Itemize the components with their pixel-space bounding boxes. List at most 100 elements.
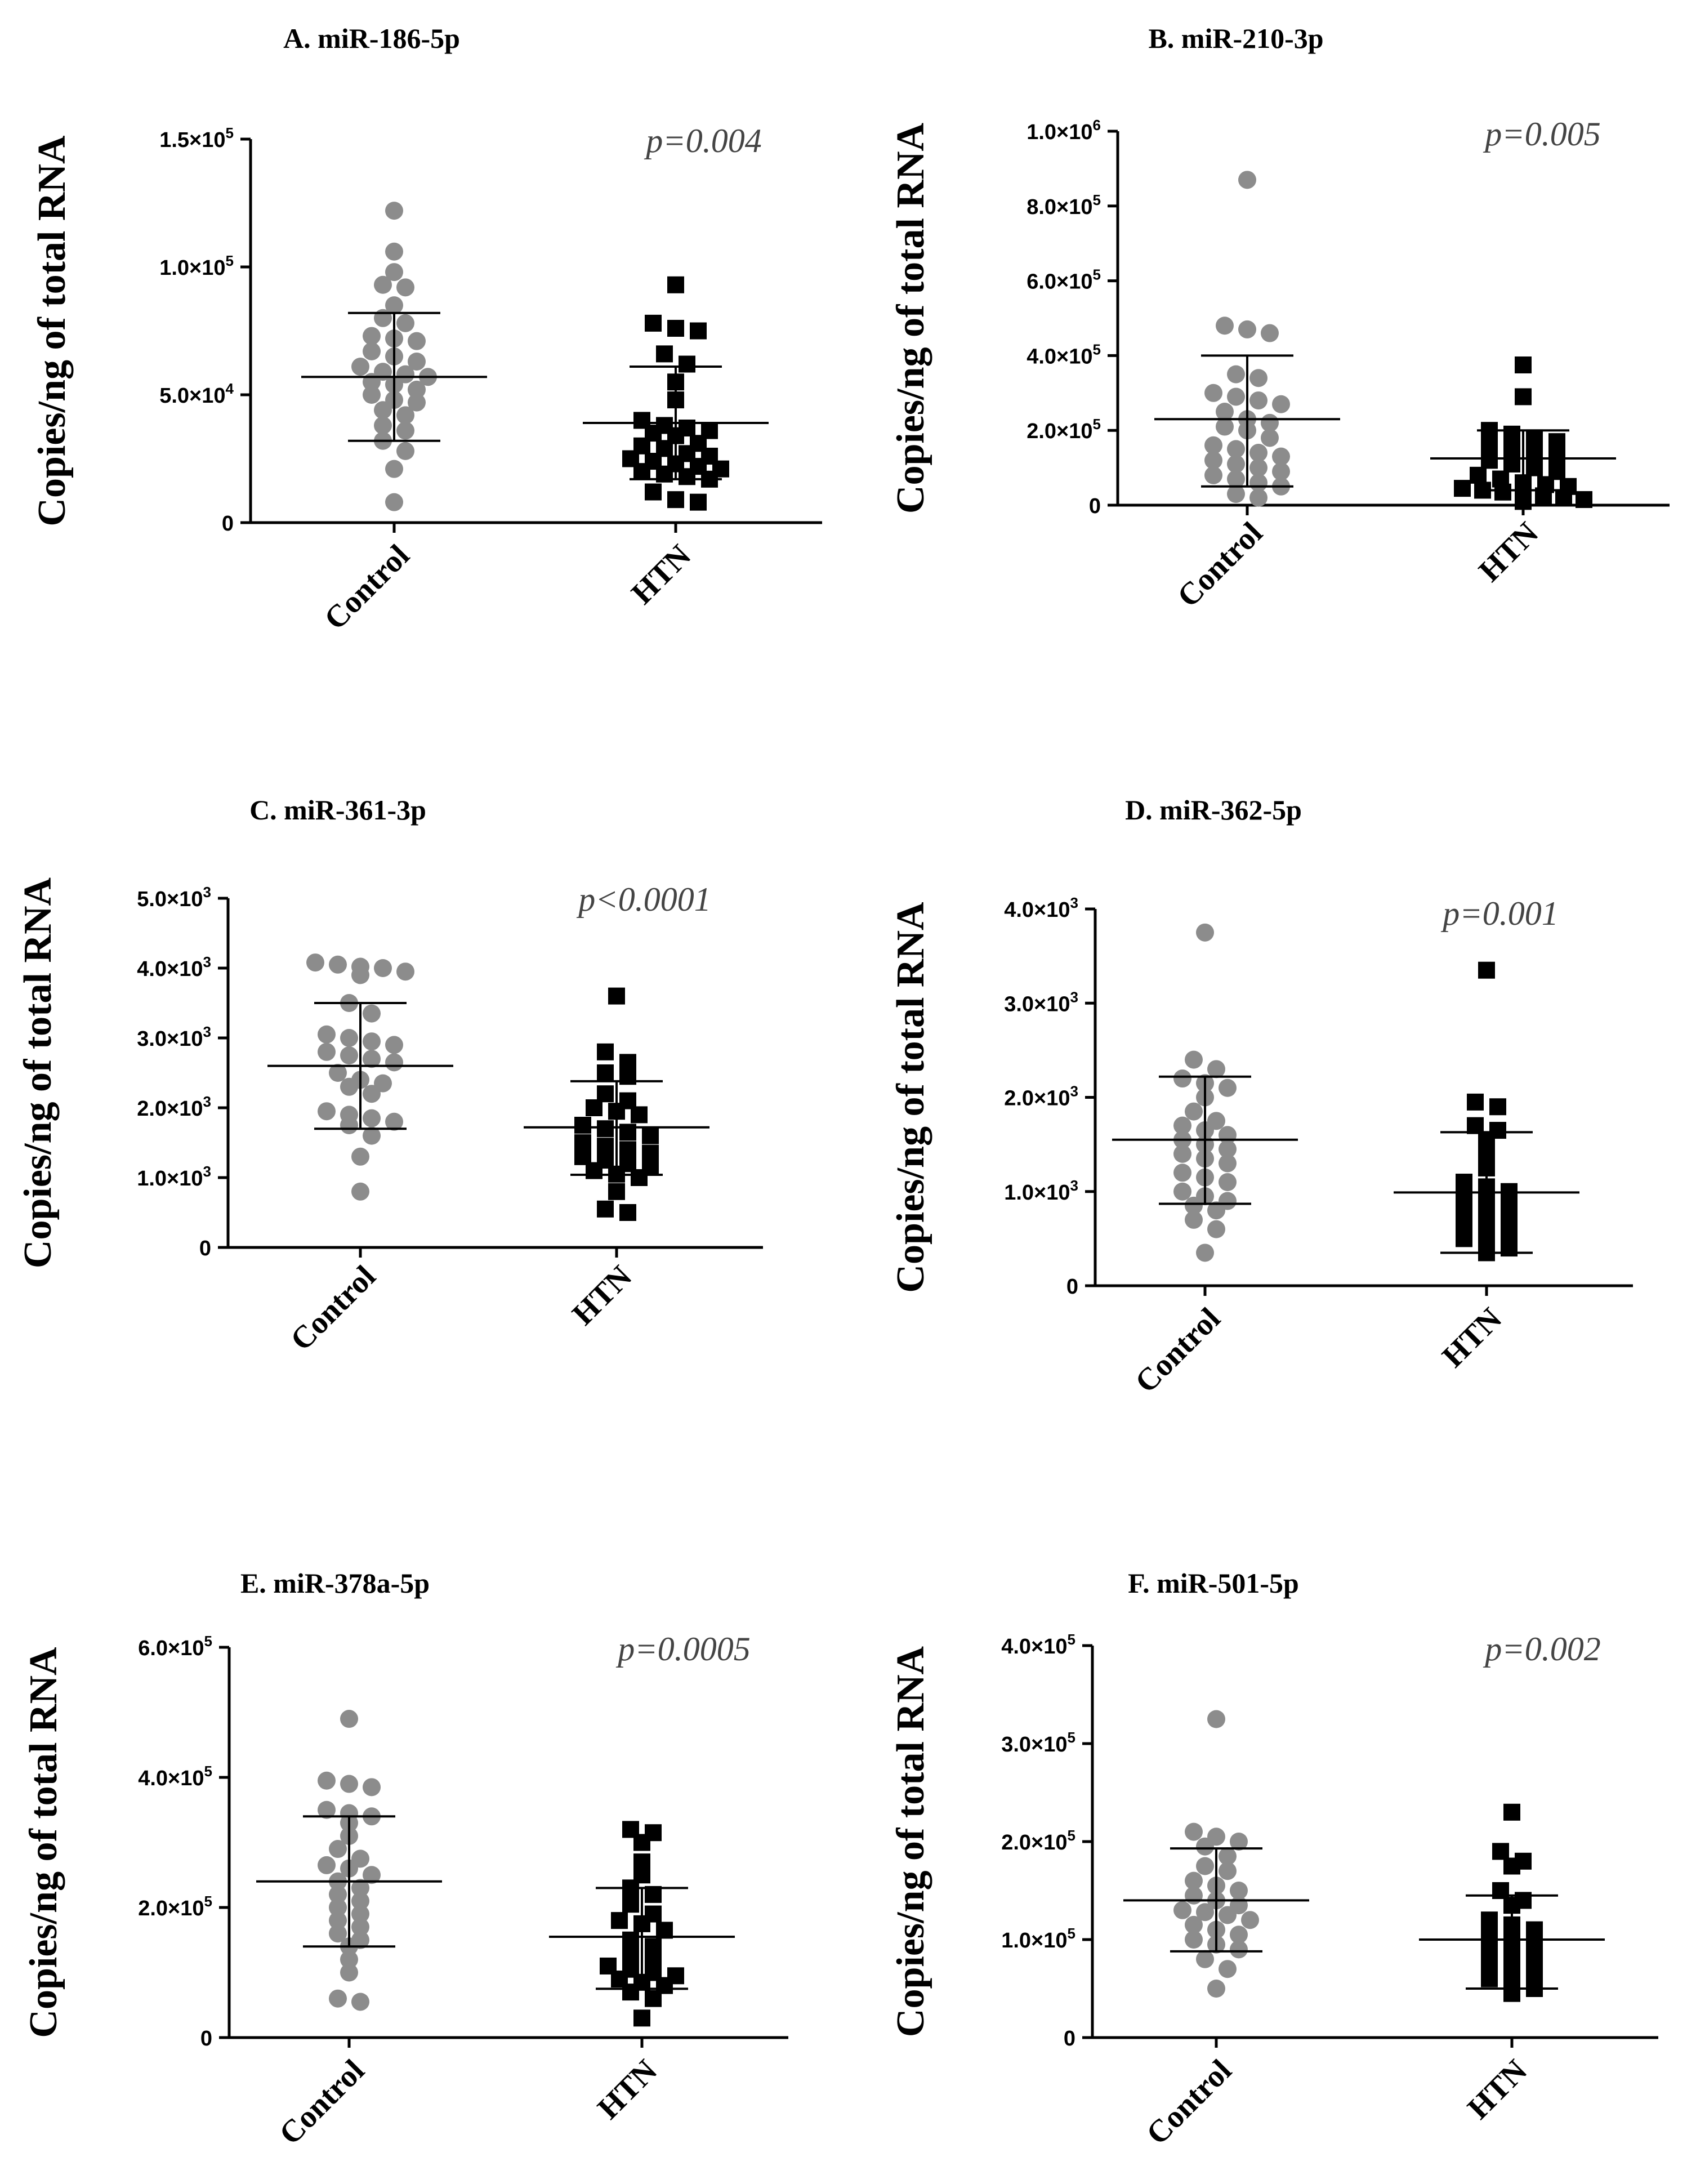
p-value: p=0.001 bbox=[1440, 895, 1559, 932]
data-point bbox=[385, 1112, 403, 1131]
data-point bbox=[318, 1771, 336, 1790]
data-point bbox=[329, 1911, 347, 1930]
panel-title: C. miR-361-3p bbox=[249, 794, 426, 826]
data-point bbox=[351, 1892, 369, 1910]
data-point bbox=[1207, 1201, 1225, 1220]
data-point bbox=[1249, 369, 1268, 387]
data-point bbox=[408, 380, 426, 399]
data-point bbox=[396, 421, 414, 440]
panel-title: D. miR-362-5p bbox=[1125, 794, 1302, 826]
data-point bbox=[385, 1036, 403, 1054]
data-point bbox=[1230, 1926, 1248, 1944]
y-tick-label: 4.0×103 bbox=[1004, 894, 1078, 922]
y-axis-label: Copies/ng of total RNA bbox=[30, 135, 74, 527]
data-point bbox=[1249, 391, 1268, 410]
data-point bbox=[1526, 459, 1543, 476]
data-point bbox=[667, 276, 684, 293]
data-point bbox=[340, 1950, 358, 1969]
x-tick-label: Control bbox=[1140, 2053, 1238, 2151]
data-point bbox=[1196, 923, 1214, 942]
y-tick-label: 6.0×105 bbox=[138, 1633, 212, 1660]
data-point bbox=[1478, 961, 1495, 979]
data-point bbox=[340, 1710, 358, 1728]
data-point bbox=[385, 296, 403, 315]
data-point bbox=[597, 1120, 614, 1138]
x-tick-label: Control bbox=[1128, 1301, 1227, 1399]
x-tick-label: HTN bbox=[625, 538, 698, 611]
panel-D: D. miR-362-5p Copies/ng of total RNA 0 1.0×… bbox=[889, 794, 1633, 1399]
y-tick-label: 1.0×105 bbox=[1001, 1925, 1075, 1953]
data-point bbox=[622, 1896, 639, 1913]
data-point bbox=[318, 1800, 336, 1819]
data-point bbox=[622, 1944, 639, 1962]
data-point bbox=[1555, 489, 1572, 506]
y-tick-label: 4.0×105 bbox=[1027, 341, 1101, 368]
data-point bbox=[363, 1109, 381, 1127]
data-point bbox=[608, 1183, 625, 1200]
data-point bbox=[374, 275, 392, 294]
data-point bbox=[1467, 1093, 1484, 1111]
data-point bbox=[1238, 171, 1256, 189]
panel-E: E. miR-378a-5p Copies/ng of total RNA 0 2.0… bbox=[22, 1567, 788, 2151]
data-point bbox=[1173, 1164, 1191, 1182]
data-point bbox=[1196, 1837, 1214, 1856]
y-axis-label: Copies/ng of total RNA bbox=[16, 877, 60, 1268]
data-point bbox=[1207, 1060, 1225, 1078]
data-point bbox=[1227, 440, 1245, 458]
y-tick-label: 5.0×104 bbox=[159, 380, 234, 408]
data-point bbox=[1249, 458, 1268, 477]
data-point bbox=[1219, 1906, 1237, 1924]
data-point bbox=[1249, 444, 1268, 462]
data-point bbox=[340, 1029, 358, 1047]
x-tick-label: HTN bbox=[591, 2053, 664, 2126]
panel-B: B. miR-210-3p Copies/ng of total RNA 0 2.0×… bbox=[889, 23, 1670, 614]
p-value: p<0.0001 bbox=[576, 881, 711, 918]
data-point bbox=[351, 1879, 369, 1897]
data-point bbox=[645, 483, 662, 501]
y-tick-label: 3.0×103 bbox=[1004, 988, 1078, 1016]
data-point bbox=[1456, 1202, 1472, 1219]
data-point bbox=[1219, 1154, 1237, 1173]
y-tick-label: 1.0×106 bbox=[1027, 117, 1101, 144]
y-tick-label: 1.5×105 bbox=[159, 124, 234, 152]
series-control bbox=[301, 202, 487, 511]
panel-title: E. miR-378a-5p bbox=[240, 1567, 430, 1599]
series-control bbox=[1154, 171, 1340, 507]
y-tick-label: 0 bbox=[1089, 494, 1101, 518]
data-point bbox=[363, 1032, 381, 1051]
data-point bbox=[679, 355, 695, 373]
data-point bbox=[586, 1162, 602, 1179]
data-point bbox=[363, 1126, 381, 1145]
y-tick-label: 8.0×105 bbox=[1027, 191, 1101, 219]
y-axis-label: Copies/ng of total RNA bbox=[889, 1646, 932, 2037]
data-point bbox=[1185, 1915, 1203, 1934]
data-point bbox=[1173, 1182, 1191, 1201]
data-point bbox=[611, 1912, 628, 1929]
y-tick-label: 4.0×103 bbox=[137, 953, 211, 981]
data-point bbox=[1526, 1921, 1543, 1938]
data-point bbox=[1454, 480, 1471, 497]
data-point bbox=[1173, 1901, 1191, 1919]
p-value: p=0.005 bbox=[1483, 115, 1601, 153]
data-point bbox=[363, 1004, 381, 1023]
panel-A: A. miR-186-5p Copies/ng of total RNA 0 5.0×… bbox=[30, 23, 822, 636]
x-tick-label: Control bbox=[273, 2053, 371, 2151]
data-point bbox=[597, 1200, 614, 1218]
data-point bbox=[1272, 447, 1290, 466]
data-point bbox=[586, 1099, 602, 1116]
data-point bbox=[1219, 1173, 1237, 1192]
data-point bbox=[340, 1963, 358, 1982]
data-point bbox=[385, 202, 403, 220]
data-point bbox=[1576, 491, 1592, 509]
data-point bbox=[1196, 1950, 1214, 1968]
y-tick-label: 5.0×103 bbox=[137, 884, 211, 911]
data-point bbox=[1207, 1980, 1225, 1998]
data-point bbox=[363, 386, 381, 404]
data-point bbox=[318, 1042, 336, 1061]
y-tick-label: 6.0×105 bbox=[1027, 266, 1101, 294]
data-point bbox=[1238, 320, 1256, 338]
data-point bbox=[633, 2009, 650, 2027]
data-point bbox=[351, 1182, 369, 1201]
data-point bbox=[396, 962, 414, 981]
data-point bbox=[329, 1989, 347, 2008]
